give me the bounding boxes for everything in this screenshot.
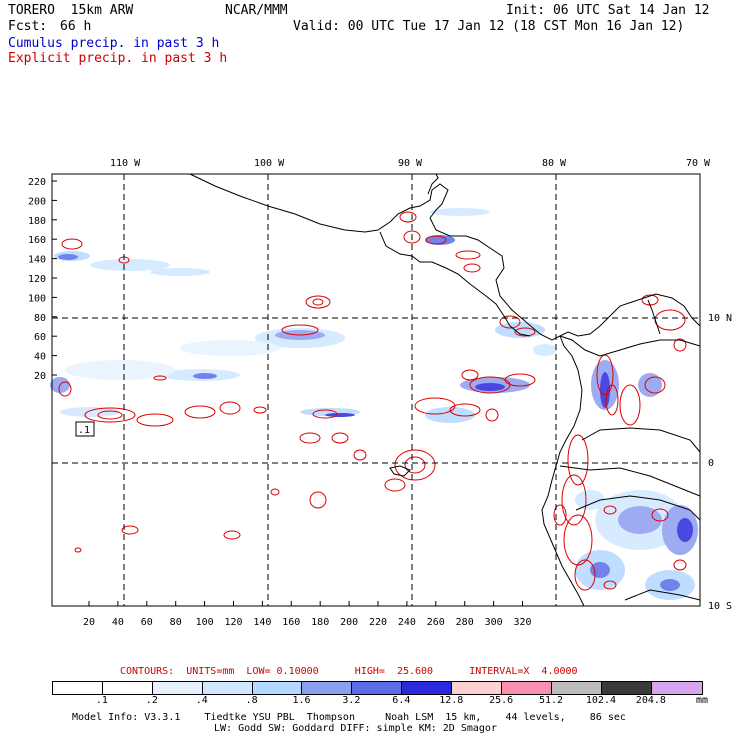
x-tick-label: 280 [456,617,474,628]
y-tick-label: 80 [34,313,46,324]
colorbar-swatch [102,682,153,694]
colorbar-label: 102.4 [585,695,616,706]
y-tick-label: 180 [28,216,46,227]
y-tick-label: 20 [34,371,46,382]
y-axis-ticks: 220 200 180 160 140 120 100 80 60 40 20 [28,177,57,382]
lat-label-10n: 10 N [708,313,733,324]
colorbar-swatch [502,682,552,694]
lon-label-100w: 100 W [254,158,285,169]
x-tick-label: 320 [513,617,531,628]
colorbar-label: 3.2 [342,695,361,706]
x-tick-label: 160 [282,617,300,628]
colorbar-label: 25.6 [489,695,514,706]
model-info-line1: Model Info: V3.3.1 Tiedtke YSU PBL Thomp… [72,712,626,723]
explicit-precip-contours [58,211,687,591]
lon-label-70w: 70 W [686,158,711,169]
box-label-frame [75,421,95,437]
contour-info: CONTOURS: UNITS=mm LOW= 0.10000 HIGH= 25… [120,666,578,677]
colorbar-label: .8 [245,695,258,706]
x-tick-label: 100 [196,617,214,628]
colorbar-swatch [302,682,353,694]
valid-time: Valid: 00 UTC Tue 17 Jan 12 (18 CST Mon … [293,19,685,34]
x-tick-label: 180 [311,617,329,628]
x-tick-label: 260 [427,617,445,628]
x-tick-label: 200 [340,617,358,628]
colorbar-swatch [551,682,602,694]
org-label: NCAR/MMM [225,3,288,18]
colorbar-swatch [452,682,503,694]
model-info-line2: LW: Godd SW: Goddard DIFF: simple KM: 2D… [214,723,497,734]
lon-label-90w: 90 W [398,158,423,169]
colorbar-swatch [53,682,103,694]
colorbar-swatch [202,682,253,694]
y-tick-label: 200 [28,196,46,207]
map-frame [51,173,701,607]
colorbar-swatch [252,682,303,694]
y-tick-label: 40 [34,352,46,363]
lat-label-10s: 10 S [708,601,733,612]
colorbar-unit: mm [696,695,709,706]
cumulus-precip-areas [50,208,698,600]
colorbar-swatch [601,682,652,694]
x-tick-label: 140 [253,617,271,628]
y-tick-label: 140 [28,255,46,266]
colorbar-label: 1.6 [292,695,311,706]
box-label: .1 [78,425,90,436]
y-tick-label: 120 [28,274,46,285]
x-tick-label: 220 [369,617,387,628]
graticule [52,174,700,606]
y-tick-label: 220 [28,177,46,188]
x-tick-label: 60 [141,617,153,628]
fcst-value: 66 h [60,19,92,34]
x-tick-label: 240 [398,617,416,628]
lat-label-0: 0 [708,458,715,469]
coastlines [189,173,701,607]
x-axis-ticks: 20 40 60 80 100 120 140 160 180 200 220 240 260 280 30… [83,601,532,628]
colorbar-label: 51.2 [539,695,564,706]
model-title: TORERO 15km ARW [8,3,134,18]
field-explicit-label: Explicit precip. in past 3 h [8,51,228,66]
colorbar-label: .1 [95,695,108,706]
colorbar-swatch [352,682,403,694]
fcst-label: Fcst: [8,19,48,34]
x-tick-label: 20 [83,617,95,628]
colorbar-label: 204.8 [635,695,666,706]
colorbar-label: 6.4 [392,695,411,706]
x-tick-label: 300 [485,617,503,628]
colorbar-label: .2 [145,695,158,706]
colorbar-label: .4 [195,695,208,706]
colorbar [52,681,703,695]
x-tick-label: 120 [224,617,242,628]
x-tick-label: 80 [170,617,182,628]
colorbar-swatch [651,682,702,694]
colorbar-label: 12.8 [439,695,464,706]
x-tick-label: 40 [112,617,124,628]
colorbar-swatch [152,682,203,694]
y-tick-label: 100 [28,293,46,304]
y-tick-label: 60 [34,332,46,343]
colorbar-swatch [402,682,453,694]
field-cumulus-label: Cumulus precip. in past 3 h [8,36,220,51]
y-tick-label: 160 [28,235,46,246]
init-time: Init: 06 UTC Sat 14 Jan 12 [506,3,710,18]
lon-label-110w: 110 W [110,158,141,169]
lon-label-80w: 80 W [542,158,567,169]
